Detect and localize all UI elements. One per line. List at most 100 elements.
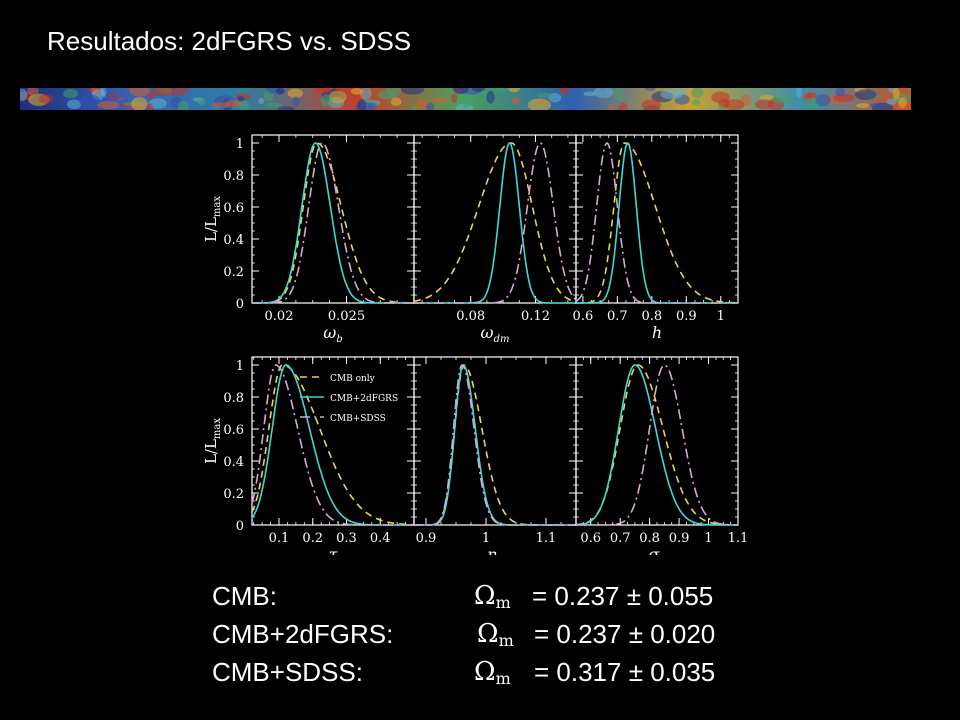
series-curve-cmb_2df: [576, 141, 738, 304]
x-tick-label: 0.025: [328, 309, 365, 324]
banner-blob: [102, 95, 122, 101]
y-tick-label: 1: [236, 137, 244, 152]
series-curve-cmb_only: [413, 142, 577, 303]
banner-blob: [197, 98, 206, 106]
banner-blob: [63, 88, 79, 99]
x-tick-label: 0.6: [580, 531, 601, 546]
y-tick-label: 0.6: [223, 423, 244, 438]
omega-m-symbol: Ωm: [474, 581, 511, 612]
banner-blob: [128, 88, 151, 97]
banner-blob: [660, 88, 684, 100]
x-tick-label: 0.7: [607, 309, 628, 324]
banner-blob: [537, 93, 555, 99]
x-tick-label: 0.2: [302, 531, 323, 546]
x-axis-label: ωb: [323, 323, 342, 345]
banner-blob: [152, 88, 173, 97]
banner-blob: [328, 90, 347, 104]
y-tick-label: 0.6: [223, 201, 244, 216]
slide-title: Resultados: 2dFGRS vs. SDSS: [47, 26, 412, 56]
series-curve-cmb_sdss: [575, 142, 738, 304]
legend-label: CMB only: [330, 374, 376, 384]
x-tick-label: 0.7: [610, 531, 631, 546]
banner-blob: [511, 96, 520, 105]
omega-m-symbol: Ωm: [477, 619, 514, 650]
series-curve-cmb_sdss: [252, 142, 414, 304]
banner-blob: [416, 97, 429, 110]
banner-blob: [258, 97, 265, 105]
banner-blob: [815, 94, 831, 106]
series-curve-cmb_2df: [251, 364, 414, 526]
result-value: = 0.237 ± 0.020: [534, 619, 716, 649]
panel-3: 0 0.2 0.4 0.6 0.8 1 0.1 0.2 0.3 0.4 τ CMB only CMB+2…: [223, 356, 415, 555]
y-axis-label: L/Lmax: [202, 418, 223, 464]
result-value: = 0.237 ± 0.055: [532, 581, 714, 611]
banner-blob: [607, 105, 616, 110]
panel-1: 0.08 0.12 ωdm: [413, 134, 577, 345]
x-axis-label: ωdm: [481, 323, 510, 345]
series-curve-cmb_sdss: [414, 364, 576, 526]
y-tick-label: 0.4: [223, 455, 244, 470]
x-tick-label: 1: [482, 531, 490, 546]
legend-label: CMB+2dFGRS: [330, 394, 398, 404]
x-tick-label: 1: [717, 309, 725, 324]
banner-blob: [313, 88, 333, 94]
banner-blob: [38, 94, 53, 104]
series-curve-cmb_sdss: [251, 364, 414, 526]
banner-blob: [131, 97, 148, 110]
banner-blob: [486, 90, 495, 104]
y-tick-label: 0: [236, 297, 244, 312]
banner-blob: [724, 99, 745, 110]
series-curve-cmb_only: [251, 364, 414, 526]
banner-blob: [20, 88, 28, 101]
x-tick-label: 1.1: [536, 531, 557, 546]
banner-blob: [146, 103, 154, 110]
banner-blob: [177, 101, 189, 110]
banner-blob: [641, 99, 661, 110]
x-axis-label: h: [652, 323, 662, 342]
banner-blob: [527, 98, 551, 110]
series-curve-cmb_only: [414, 364, 576, 526]
x-tick-label: 0.1: [269, 531, 290, 546]
panel-frame: [575, 356, 739, 526]
banner-blob: [451, 93, 458, 104]
x-axis-label: σ8: [648, 545, 665, 555]
banner-blob: [400, 88, 425, 95]
omega-m-symbol: Ωm: [474, 657, 511, 688]
x-tick-label: 0.3: [336, 531, 357, 546]
banner-blob: [292, 96, 300, 107]
panel-2: 0.6 0.7 0.8 0.9 1 h: [573, 134, 739, 342]
banner-blob: [471, 88, 485, 92]
banner-blob: [430, 97, 450, 103]
banner-blob: [147, 91, 156, 99]
banner-blob: [583, 91, 596, 97]
banner-blob: [225, 99, 243, 108]
banner-blob: [79, 94, 101, 109]
banner-blob: [833, 93, 855, 103]
series-curve-cmb_sdss: [576, 364, 738, 526]
y-tick-label: 0.2: [223, 265, 244, 280]
x-tick-label: 0.12: [521, 309, 550, 324]
series-curve-cmb_sdss: [414, 142, 577, 304]
banner-blob: [854, 89, 877, 100]
banner-blob: [691, 88, 704, 99]
panel-5: 0.6 0.7 0.8 0.9 1 1.1 σ8: [575, 356, 748, 555]
legend-label: CMB+SDSS: [330, 414, 386, 424]
banner-blob: [320, 94, 333, 108]
result-label: CMB+SDSS:: [212, 657, 363, 687]
banner-blob: [614, 88, 624, 102]
y-tick-label: 0.8: [223, 391, 244, 406]
banner-blob: [644, 88, 656, 91]
series-curve-cmb_2df: [252, 142, 414, 304]
y-tick-label: 1: [236, 359, 244, 374]
cmb-map-banner: [20, 88, 911, 110]
series-curve-cmb_2df: [575, 364, 738, 526]
banner-blob: [772, 95, 794, 104]
banner-blob: [462, 95, 471, 109]
panel-frame: [413, 356, 577, 526]
banner-blob: [886, 98, 897, 105]
banner-blob: [66, 99, 82, 110]
banner-blob: [264, 102, 283, 108]
banner-blob: [426, 102, 435, 110]
